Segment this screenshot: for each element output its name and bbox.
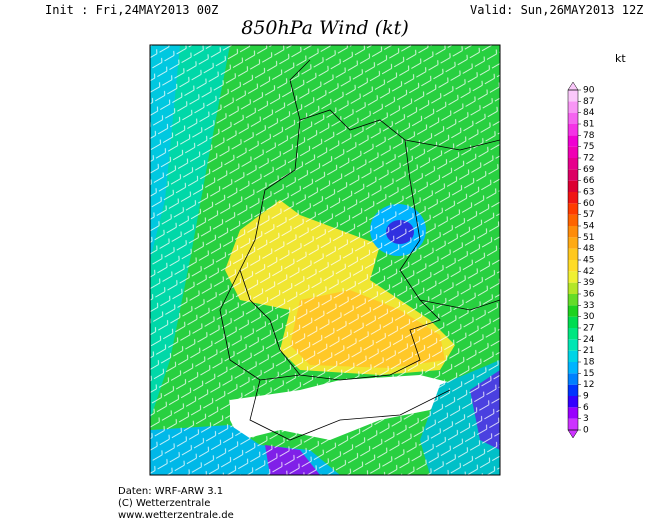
colorbar-tick-label: 3	[583, 414, 589, 424]
colorbar-tick-label: 24	[583, 335, 595, 345]
colorbar-segment	[568, 316, 578, 328]
colorbar: 0369121518212427303336394245485154576063…	[567, 81, 595, 439]
colorbar-tick-label: 90	[583, 86, 595, 96]
colorbar-segment	[568, 192, 578, 204]
colorbar-segment	[568, 384, 578, 396]
colorbar-tick-label: 0	[583, 426, 589, 436]
colorbar-tick-label: 45	[583, 256, 594, 266]
colorbar-segment	[568, 396, 578, 408]
colorbar-tick-label: 27	[583, 324, 594, 334]
colorbar-segment	[568, 158, 578, 170]
colorbar-segment	[568, 90, 578, 102]
colorbar-segment	[568, 328, 578, 340]
colorbar-segment	[568, 135, 578, 147]
colorbar-tick-label: 18	[583, 358, 595, 368]
colorbar-segment	[568, 101, 578, 113]
colorbar-segment	[568, 418, 578, 430]
map-frame	[149, 44, 501, 476]
colorbar-segment	[568, 112, 578, 124]
map-title: 850hPa Wind (kt)	[241, 17, 408, 39]
colorbar-tick-label: 30	[583, 312, 595, 322]
colorbar-bottom-cap	[567, 429, 579, 439]
colorbar-tick-label: 33	[583, 301, 594, 311]
colorbar-tick-label: 60	[583, 199, 595, 209]
colorbar-tick-label: 51	[583, 233, 594, 243]
colorbar-tick-label: 78	[583, 131, 595, 141]
colorbar-segment	[568, 237, 578, 249]
colorbar-top-cap	[567, 81, 579, 91]
colorbar-tick-label: 42	[583, 267, 594, 277]
colorbar-tick-label: 87	[583, 97, 594, 107]
colorbar-tick-label: 9	[583, 392, 589, 402]
colorbar-tick-label: 66	[583, 176, 595, 186]
colorbar-segment	[568, 407, 578, 419]
colorbar-segment	[568, 373, 578, 385]
colorbar-segment	[568, 282, 578, 294]
colorbar-segment	[568, 180, 578, 192]
colorbar-segment	[568, 362, 578, 374]
colorbar-segment	[568, 226, 578, 238]
colorbar-tick-label: 72	[583, 154, 594, 164]
init-label: Init : Fri,24MAY2013 00Z	[45, 3, 218, 17]
colorbar-segment	[568, 169, 578, 181]
colorbar-tick-label: 12	[583, 380, 594, 390]
colorbar-tick-label: 57	[583, 210, 594, 220]
colorbar-tick-label: 15	[583, 369, 594, 379]
colorbar-segment	[568, 248, 578, 260]
colorbar-tick-label: 63	[583, 188, 594, 198]
map	[150, 45, 500, 475]
colorbar-segment	[568, 350, 578, 362]
colorbar-segment	[568, 271, 578, 283]
colorbar-segment	[568, 146, 578, 158]
footer-line: www.wetterzentrale.de	[118, 510, 234, 520]
colorbar-segment	[568, 203, 578, 215]
colorbar-unit: kt	[615, 52, 626, 65]
colorbar-segment	[568, 294, 578, 306]
colorbar-tick-label: 39	[583, 278, 595, 288]
borders	[219, 59, 500, 441]
footer-line: Daten: WRF-ARW 3.1	[118, 486, 223, 497]
colorbar-tick-label: 6	[583, 403, 589, 413]
valid-label: Valid: Sun,26MAY2013 12Z	[470, 3, 643, 17]
colorbar-tick-label: 84	[583, 108, 595, 118]
colorbar-segment	[568, 260, 578, 272]
colorbar-tick-label: 81	[583, 120, 594, 130]
colorbar-segment	[568, 339, 578, 351]
colorbar-segment	[568, 305, 578, 317]
colorbar-tick-label: 69	[583, 165, 595, 175]
colorbar-segment	[568, 214, 578, 226]
colorbar-segment	[568, 124, 578, 136]
colorbar-tick-label: 75	[583, 142, 594, 152]
colorbar-tick-label: 21	[583, 346, 594, 356]
wind-barbs	[150, 45, 500, 475]
footer-line: (C) Wetterzentrale	[118, 498, 210, 509]
colorbar-tick-label: 54	[583, 222, 595, 232]
colorbar-tick-label: 48	[583, 244, 595, 254]
colorbar-tick-label: 36	[583, 290, 595, 300]
